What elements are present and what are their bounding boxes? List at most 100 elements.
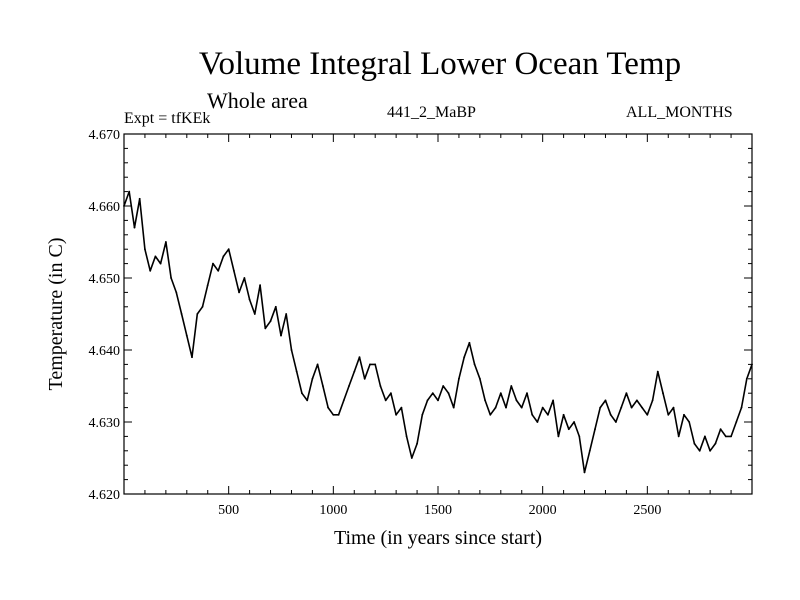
data-point [416, 442, 418, 445]
data-point [337, 413, 340, 416]
data-point [259, 284, 261, 287]
data-point [332, 413, 335, 416]
data-point [499, 392, 502, 395]
data-point [405, 435, 408, 438]
experiment-label: Expt = tfKEk [124, 110, 211, 127]
data-point [656, 370, 659, 373]
data-point [311, 377, 314, 380]
data-point [641, 406, 643, 409]
data-point [536, 421, 539, 423]
data-point [191, 356, 193, 359]
data-point [128, 190, 131, 193]
data-point [175, 291, 178, 294]
season-label: ALL_MONTHS [626, 104, 733, 121]
data-point [264, 327, 267, 330]
temperature-series-line [123, 190, 753, 474]
data-point [285, 313, 288, 315]
plot-area [123, 190, 753, 474]
data-point [557, 435, 560, 438]
data-point [201, 305, 204, 308]
data-point [730, 435, 732, 438]
data-point [531, 413, 534, 416]
data-point [353, 370, 356, 373]
data-point [437, 399, 439, 402]
data-point [185, 334, 188, 337]
data-point [358, 356, 361, 359]
data-point [248, 298, 251, 301]
data-point [526, 392, 528, 395]
data-point [672, 406, 675, 409]
data-point [442, 385, 445, 387]
data-point [133, 226, 136, 229]
data-point [505, 406, 507, 409]
data-point [709, 449, 711, 452]
data-point [704, 435, 706, 438]
data-point [646, 413, 649, 416]
data-point [588, 449, 591, 452]
data-point [390, 392, 392, 395]
data-point [384, 399, 387, 402]
data-point [458, 377, 460, 380]
data-point [515, 399, 518, 402]
data-point [306, 399, 309, 402]
y-tick-label: 4.660 [89, 200, 121, 215]
data-point [431, 392, 434, 395]
data-point [327, 406, 329, 409]
data-point [520, 406, 523, 409]
x-tick-label: 1500 [424, 503, 452, 518]
data-point [594, 428, 596, 431]
data-point [479, 377, 481, 380]
data-point [510, 385, 513, 387]
data-point [625, 392, 628, 395]
data-point [410, 457, 413, 459]
data-point [170, 277, 173, 279]
chart-title: Volume Integral Lower Ocean Temp [198, 46, 682, 82]
data-point [138, 197, 141, 200]
data-point [683, 413, 685, 416]
data-point [322, 385, 324, 387]
data-point [677, 435, 680, 438]
data-point [274, 305, 277, 308]
data-point [238, 291, 241, 294]
data-point [452, 406, 455, 409]
data-point [724, 435, 727, 438]
data-point [280, 334, 282, 337]
data-point [144, 248, 146, 251]
data-point [484, 399, 486, 402]
data-point [489, 413, 492, 416]
data-point [615, 421, 617, 423]
x-axis-label: Time (in years since start) [334, 527, 542, 549]
data-point [421, 413, 424, 416]
data-point [233, 269, 235, 272]
data-point [363, 377, 366, 380]
y-tick-label: 4.670 [89, 128, 121, 143]
data-point [693, 442, 696, 445]
data-point [196, 313, 199, 315]
data-point [463, 356, 466, 359]
data-point [269, 320, 272, 323]
chart-axes [123, 133, 753, 495]
data-point [562, 413, 565, 416]
data-point [541, 406, 544, 409]
x-tick-label: 2500 [633, 503, 661, 518]
y-tick-label: 4.650 [89, 272, 121, 287]
data-point [426, 399, 429, 402]
data-point [552, 399, 554, 402]
data-point [651, 399, 654, 402]
data-point [740, 406, 743, 409]
data-point [573, 421, 575, 423]
data-point [149, 269, 152, 272]
data-point [547, 413, 549, 416]
data-point [123, 205, 125, 207]
data-point [583, 471, 586, 474]
data-point [599, 406, 602, 409]
y-axis-label: Temperature (in C) [45, 238, 67, 391]
x-tick-label: 1000 [319, 503, 347, 518]
data-point [217, 269, 220, 272]
data-point [290, 349, 293, 351]
data-point [609, 413, 612, 416]
data-point [620, 406, 623, 409]
data-point [395, 413, 397, 416]
data-point [745, 377, 748, 380]
x-tick-label: 500 [218, 503, 239, 518]
